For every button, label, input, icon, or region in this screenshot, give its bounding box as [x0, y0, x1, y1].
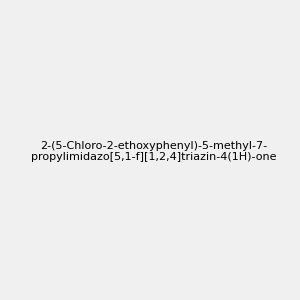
Text: 2-(5-Chloro-2-ethoxyphenyl)-5-methyl-7-
propylimidazo[5,1-f][1,2,4]triazin-4(1H): 2-(5-Chloro-2-ethoxyphenyl)-5-methyl-7- … [31, 141, 277, 162]
